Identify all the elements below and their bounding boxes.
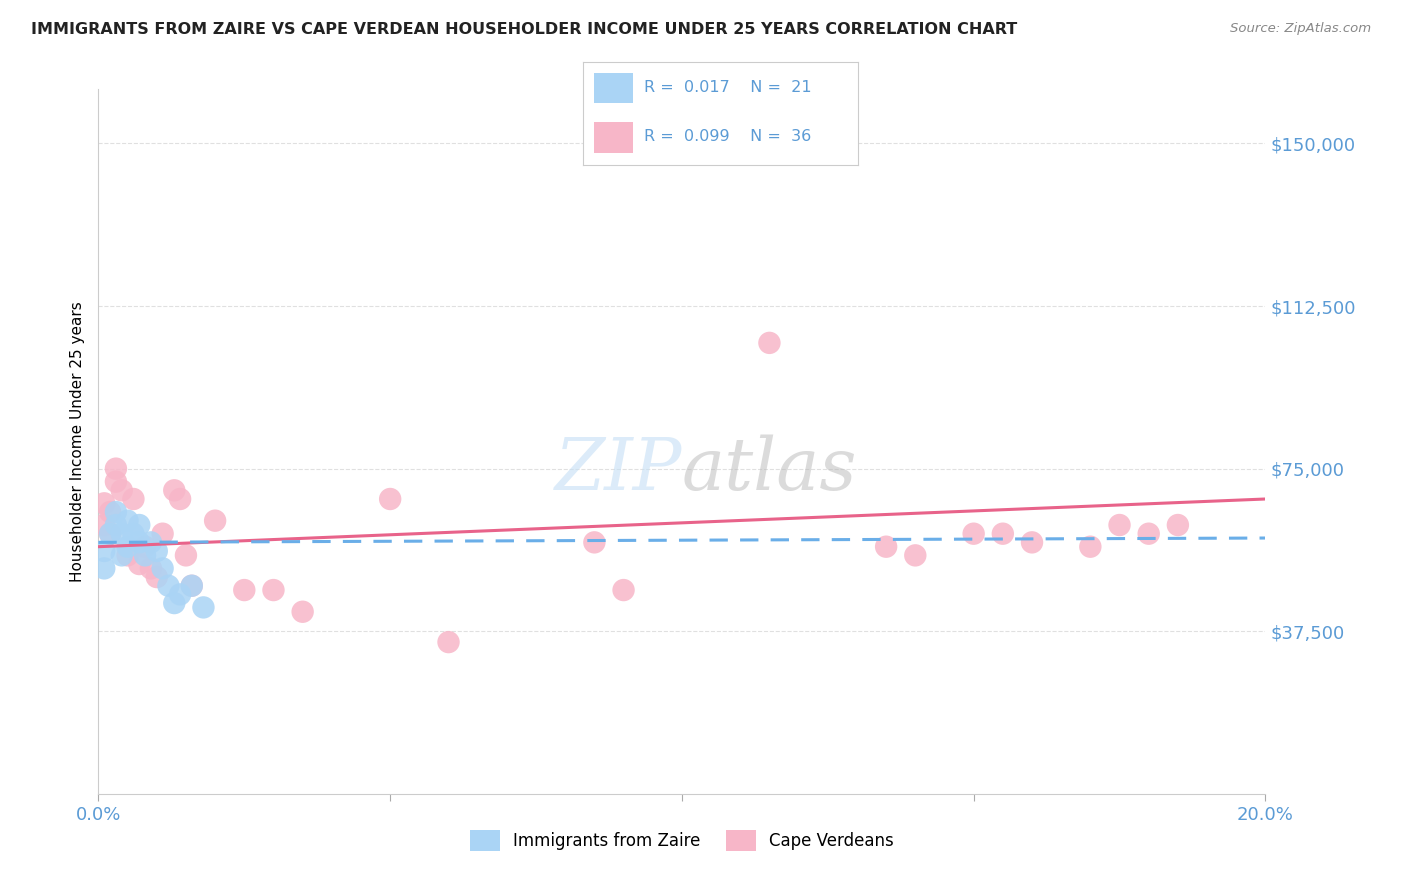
Y-axis label: Householder Income Under 25 years: Householder Income Under 25 years (69, 301, 84, 582)
Text: R =  0.099    N =  36: R = 0.099 N = 36 (644, 129, 811, 145)
Point (180, 579, 202, 593)
Point (93, 561, 115, 575)
Point (204, 514, 226, 528)
Point (93, 518, 115, 533)
Point (139, 561, 162, 575)
Point (93, 544, 115, 558)
Point (157, 579, 180, 593)
Point (163, 483, 186, 498)
Point (163, 596, 186, 610)
Point (146, 544, 169, 558)
Point (134, 540, 156, 554)
Point (875, 540, 897, 554)
Point (122, 526, 145, 541)
Point (152, 526, 174, 541)
Point (128, 518, 150, 533)
Point (233, 583, 256, 598)
Point (380, 491, 402, 506)
Point (111, 483, 134, 498)
Bar (595, 73, 633, 103)
Point (117, 549, 139, 563)
Point (193, 600, 215, 615)
Point (117, 514, 139, 528)
Point (169, 587, 191, 601)
Point (1108, 518, 1130, 533)
Point (1021, 535, 1043, 549)
Point (991, 526, 1014, 541)
Point (98, 526, 121, 541)
Point (104, 505, 127, 519)
Text: R =  0.017    N =  21: R = 0.017 N = 21 (644, 80, 811, 95)
Point (104, 475, 127, 489)
Point (98, 526, 121, 541)
Point (134, 549, 156, 563)
Point (169, 491, 191, 506)
Point (146, 570, 169, 584)
Point (291, 605, 314, 619)
Point (117, 540, 139, 554)
Point (104, 518, 127, 533)
Point (93, 496, 115, 510)
Point (962, 526, 984, 541)
Point (111, 549, 134, 563)
Point (904, 549, 927, 563)
Text: Source: ZipAtlas.com: Source: ZipAtlas.com (1230, 22, 1371, 36)
Point (612, 583, 634, 598)
Point (437, 635, 460, 649)
Text: IMMIGRANTS FROM ZAIRE VS CAPE VERDEAN HOUSEHOLDER INCOME UNDER 25 YEARS CORRELAT: IMMIGRANTS FROM ZAIRE VS CAPE VERDEAN HO… (31, 22, 1017, 37)
Point (758, 335, 780, 350)
Text: ZIP: ZIP (554, 434, 682, 505)
Point (174, 549, 197, 563)
Point (583, 535, 606, 549)
Point (98, 505, 121, 519)
Text: atlas: atlas (682, 434, 858, 505)
Point (128, 535, 150, 549)
Legend: Immigrants from Zaire, Cape Verdeans: Immigrants from Zaire, Cape Verdeans (464, 823, 900, 857)
Point (104, 461, 127, 475)
Point (122, 491, 145, 506)
Point (1167, 518, 1189, 533)
Bar (595, 122, 633, 153)
Point (1080, 540, 1102, 554)
Point (180, 579, 202, 593)
Point (111, 526, 134, 541)
Point (152, 561, 174, 575)
Point (128, 557, 150, 571)
Point (139, 535, 162, 549)
Point (1137, 526, 1160, 541)
Point (262, 583, 284, 598)
